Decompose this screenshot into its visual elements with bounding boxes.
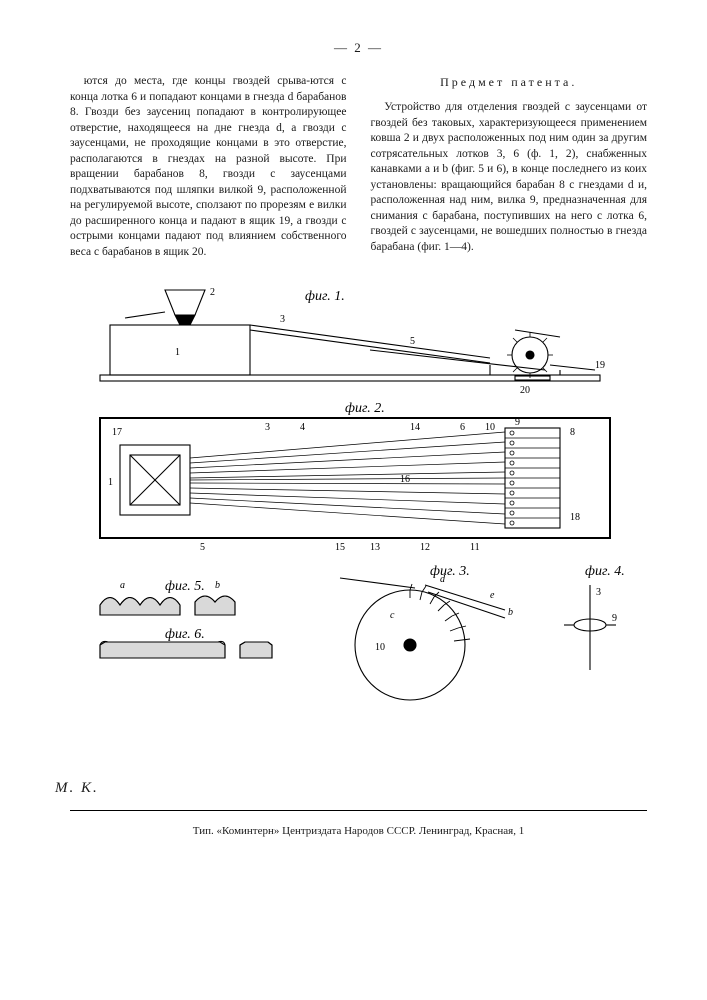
- patent-subject-title: Предмет патента.: [371, 74, 648, 90]
- svg-text:9: 9: [612, 613, 617, 624]
- fig6-label: фиг. 6.: [165, 627, 205, 642]
- footer-initials: М. К.: [55, 780, 99, 797]
- patent-figures-svg: фиг. 1. 1 2 3: [70, 280, 645, 710]
- svg-text:10: 10: [375, 642, 385, 653]
- figure-3: фиг. 3. b e d c 10: [340, 564, 513, 700]
- svg-text:6: 6: [460, 422, 465, 433]
- svg-text:3: 3: [596, 587, 601, 598]
- footer-divider: [70, 810, 647, 811]
- svg-text:4: 4: [300, 422, 305, 433]
- svg-text:17: 17: [112, 427, 122, 438]
- fig4-label: фиг. 4.: [585, 564, 625, 579]
- svg-text:b: b: [215, 580, 220, 591]
- svg-text:2: 2: [210, 287, 215, 298]
- svg-text:11: 11: [470, 542, 480, 553]
- right-column: Предмет патента. Устройство для отделени…: [371, 74, 648, 260]
- svg-text:8: 8: [570, 427, 575, 438]
- page-number: — 2 —: [70, 40, 647, 56]
- svg-text:16: 16: [400, 474, 410, 485]
- fig2-label: фиг. 2.: [345, 401, 385, 416]
- svg-text:15: 15: [335, 542, 345, 553]
- figure-4: фиг. 4. 3 9: [564, 564, 625, 670]
- svg-text:1: 1: [175, 347, 180, 358]
- svg-text:3: 3: [280, 314, 285, 325]
- fig5-label: фиг. 5.: [165, 579, 205, 594]
- figure-1: фиг. 1. 1 2 3: [100, 287, 605, 396]
- text-columns: ются до места, где концы гвоздей срыва-ю…: [70, 74, 647, 260]
- svg-text:13: 13: [370, 542, 380, 553]
- svg-text:1: 1: [108, 477, 113, 488]
- left-column: ются до места, где концы гвоздей срыва-ю…: [70, 74, 347, 260]
- fig3-label: фиг. 3.: [430, 564, 470, 579]
- left-column-text: ются до места, где концы гвоздей срыва-ю…: [70, 74, 347, 260]
- svg-text:18: 18: [570, 512, 580, 523]
- right-column-text: Устройство для отделения гвоздей с заусе…: [371, 100, 648, 255]
- svg-text:e: e: [490, 590, 495, 601]
- figure-5: фиг. 5. a b: [100, 579, 235, 615]
- svg-text:20: 20: [520, 385, 530, 396]
- svg-text:19: 19: [595, 360, 605, 371]
- figure-6: фиг. 6.: [100, 627, 272, 658]
- svg-text:5: 5: [410, 336, 415, 347]
- footer-imprint: Тип. «Коминтерн» Центриздата Народов ССС…: [70, 825, 647, 837]
- svg-text:9: 9: [515, 417, 520, 428]
- svg-text:12: 12: [420, 542, 430, 553]
- svg-text:3: 3: [265, 422, 270, 433]
- figures-block: фиг. 1. 1 2 3: [70, 280, 647, 710]
- svg-text:5: 5: [200, 542, 205, 553]
- svg-text:14: 14: [410, 422, 420, 433]
- figure-2: фиг. 2. 17 1: [100, 401, 610, 553]
- svg-text:a: a: [120, 580, 125, 591]
- svg-text:b: b: [508, 607, 513, 618]
- svg-text:c: c: [390, 610, 395, 621]
- svg-text:10: 10: [485, 422, 495, 433]
- fig1-label: фиг. 1.: [305, 289, 345, 304]
